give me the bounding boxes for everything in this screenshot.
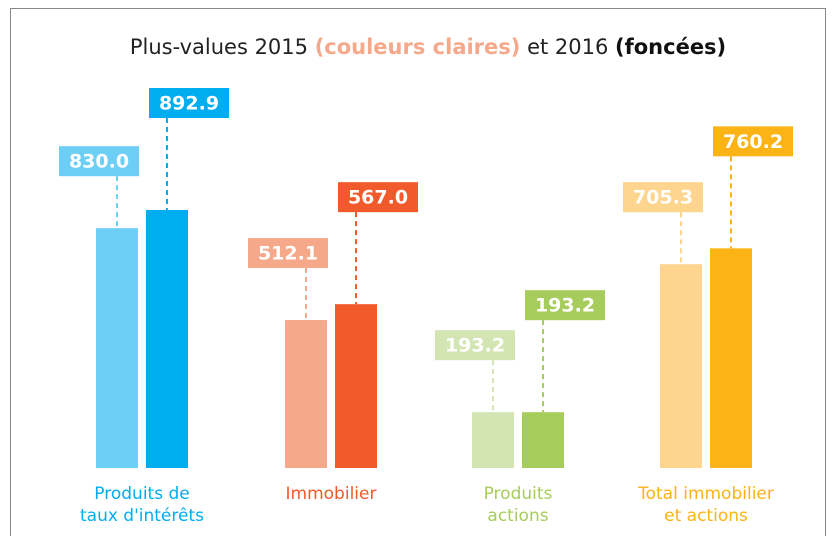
frame	[10, 8, 826, 540]
title-part: (couleurs claires)	[315, 35, 521, 59]
x-tick-label: Immobilier	[286, 484, 377, 504]
bar	[96, 228, 138, 468]
value-label-box	[623, 182, 703, 213]
bar	[146, 210, 188, 468]
x-tick-label: Total immobilier	[637, 484, 774, 504]
value-label: 193.2	[535, 295, 595, 317]
bar	[335, 304, 377, 468]
x-tick-label: et actions	[664, 506, 748, 526]
value-label-box	[59, 146, 139, 177]
value-label-box	[149, 88, 229, 118]
title-part: Plus-values 2015	[130, 35, 315, 59]
value-label: 830.0	[69, 151, 129, 173]
value-label-box	[713, 126, 793, 157]
bar	[285, 320, 327, 468]
value-label: 512.1	[258, 243, 318, 265]
chart-title: Plus-values 2015 (couleurs claires) et 2…	[130, 35, 726, 59]
x-tick-label: taux d'intérêts	[80, 506, 204, 526]
bar	[710, 248, 752, 468]
x-tick-label: Produits de	[94, 484, 189, 504]
x-tick-label: actions	[487, 506, 548, 526]
value-label-box	[435, 330, 515, 361]
bar	[660, 264, 702, 468]
value-label: 705.3	[633, 187, 693, 209]
value-label-box	[248, 238, 328, 269]
bar	[522, 412, 564, 468]
value-label: 193.2	[445, 335, 505, 357]
value-label-box	[525, 290, 605, 321]
value-label: 760.2	[723, 131, 783, 153]
value-label-box	[338, 182, 418, 213]
value-label: 892.9	[159, 93, 219, 115]
value-label: 567.0	[348, 187, 408, 209]
title-part: et 2016	[520, 35, 615, 59]
title-part: (foncées)	[615, 35, 726, 59]
x-tick-label: Produits	[484, 484, 553, 504]
bar	[472, 412, 514, 468]
